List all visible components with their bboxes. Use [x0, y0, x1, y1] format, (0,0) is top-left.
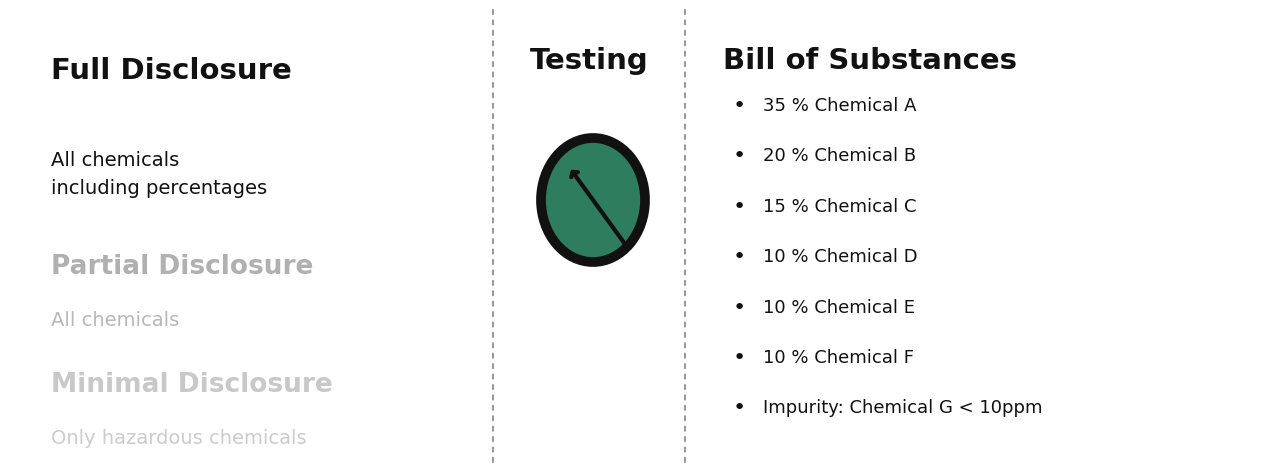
- Text: All chemicals: All chemicals: [51, 311, 179, 330]
- Text: Minimal Disclosure: Minimal Disclosure: [51, 372, 333, 398]
- Text: 10 % Chemical D: 10 % Chemical D: [763, 248, 918, 266]
- Text: Full Disclosure: Full Disclosure: [51, 57, 292, 84]
- Text: Testing: Testing: [530, 47, 648, 75]
- Text: Bill of Substances: Bill of Substances: [723, 47, 1018, 75]
- Text: 20 % Chemical B: 20 % Chemical B: [763, 147, 916, 165]
- Text: •: •: [732, 197, 745, 217]
- Text: Partial Disclosure: Partial Disclosure: [51, 254, 314, 280]
- Text: •: •: [732, 247, 745, 267]
- Text: Only hazardous chemicals: Only hazardous chemicals: [51, 429, 307, 447]
- Text: 15 % Chemical C: 15 % Chemical C: [763, 198, 916, 216]
- Text: All chemicals
including percentages: All chemicals including percentages: [51, 151, 268, 198]
- Text: •: •: [732, 96, 745, 116]
- Text: •: •: [732, 298, 745, 317]
- Ellipse shape: [541, 138, 645, 262]
- Text: 10 % Chemical F: 10 % Chemical F: [763, 349, 914, 367]
- Text: 10 % Chemical E: 10 % Chemical E: [763, 299, 915, 317]
- Text: •: •: [732, 348, 745, 368]
- Text: Impurity: Chemical G < 10ppm: Impurity: Chemical G < 10ppm: [763, 399, 1042, 417]
- Text: 35 % Chemical A: 35 % Chemical A: [763, 97, 916, 115]
- Text: •: •: [732, 398, 745, 418]
- Text: •: •: [732, 146, 745, 166]
